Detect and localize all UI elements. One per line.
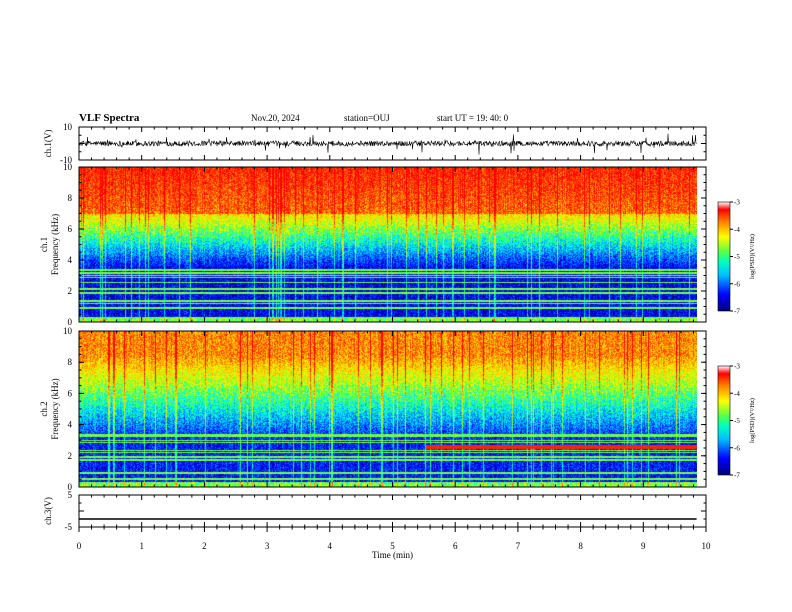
- colorbar-tick-label: -5: [734, 417, 740, 425]
- y-tick-label: 0: [68, 482, 73, 492]
- y-tick-label: 4: [68, 255, 73, 265]
- ch1-waveform-line: [78, 133, 697, 155]
- colorbar-tick-label: -5: [734, 253, 740, 261]
- channel-label: ch.2: [39, 401, 49, 416]
- ch2-colorbar: -3 -4 -5 -6 -7 log(PSD)(V²/Hz): [717, 363, 756, 480]
- colorbar-tick-label: -4: [734, 226, 740, 234]
- y-tick-label: 10: [63, 162, 73, 172]
- ch1-spectrogram-panel: 0 2 4 6 8 10 ch.1 Frequency (kHz): [39, 162, 707, 327]
- waveform-axis-label: ch.3(V): [43, 497, 53, 525]
- y-tick-label-top: 10: [63, 122, 73, 132]
- x-tick-label: 8: [578, 541, 583, 551]
- figure-title: VLF Spectra: [79, 112, 140, 124]
- frequency-axis-label: Frequency (kHz): [50, 214, 60, 275]
- colorbar-tick-label: -7: [734, 472, 740, 480]
- y-tick-label: 8: [68, 357, 73, 367]
- colorbar-tick-label: -6: [734, 444, 740, 452]
- spectrogram-image: [79, 331, 697, 487]
- colorbar-tick-label: -3: [734, 363, 740, 371]
- colorbar-tick-label: -6: [734, 280, 740, 288]
- spectrogram-image: [79, 167, 697, 322]
- x-tick-label: 4: [328, 541, 333, 551]
- x-tick-label: 2: [202, 541, 207, 551]
- date-label: Nov.20, 2024: [251, 113, 300, 123]
- ch1-colorbar: -3 -4 -5 -6 -7 log(PSD)(V²/Hz): [717, 199, 756, 316]
- colorbar-tick-label: -7: [734, 308, 740, 316]
- x-tick-label: 3: [265, 541, 270, 551]
- y-tick-label-bottom: -5: [65, 522, 73, 532]
- ch3-waveform-panel: 5 -5 ch.3(V): [43, 490, 707, 532]
- channel-label: ch.1: [39, 237, 49, 252]
- colorbar-gradient: [717, 201, 731, 312]
- station-label: station=OUJ: [344, 113, 390, 123]
- y-tick-label: 2: [68, 286, 73, 296]
- y-tick-label: 0: [68, 317, 73, 327]
- y-tick-label: 4: [68, 420, 73, 430]
- y-tick-label: 6: [68, 224, 73, 234]
- y-tick-label-bottom: -10: [60, 155, 72, 165]
- y-tick-label: 6: [68, 388, 73, 398]
- colorbar-tick-label: -3: [734, 199, 740, 207]
- y-tick-label: 2: [68, 451, 73, 461]
- x-tick-label: 10: [702, 541, 712, 551]
- y-tick-label: 10: [63, 326, 73, 336]
- x-tick-label: 1: [139, 541, 144, 551]
- time-axis: 0 1 2 3 4 5 6 7 8 9 10 Time (min): [77, 527, 711, 560]
- colorbar-tick-label: -4: [734, 390, 740, 398]
- x-tick-label: 0: [77, 541, 82, 551]
- start-time-label: start UT = 19: 40: 0: [437, 113, 509, 123]
- x-tick-label: 5: [390, 541, 395, 551]
- x-axis-label: Time (min): [372, 550, 413, 560]
- frequency-axis-label: Frequency (kHz): [50, 378, 60, 439]
- y-tick-label-top: 5: [68, 490, 73, 500]
- x-tick-label: 6: [453, 541, 458, 551]
- colorbar-label: log(PSD)(V²/Hz): [749, 398, 756, 443]
- ch2-spectrogram-panel: 0 2 4 6 8 10 ch.2 Frequency (kHz): [39, 326, 707, 492]
- colorbar-label: log(PSD)(V²/Hz): [749, 234, 756, 279]
- waveform-axis-label: ch.1(V): [43, 130, 53, 158]
- x-tick-label: 9: [641, 541, 646, 551]
- colorbar-gradient: [717, 365, 731, 476]
- y-tick-label: 8: [68, 193, 73, 203]
- x-tick-label: 7: [516, 541, 521, 551]
- ch1-waveform-panel: 10 -10 ch.1(V): [43, 122, 707, 165]
